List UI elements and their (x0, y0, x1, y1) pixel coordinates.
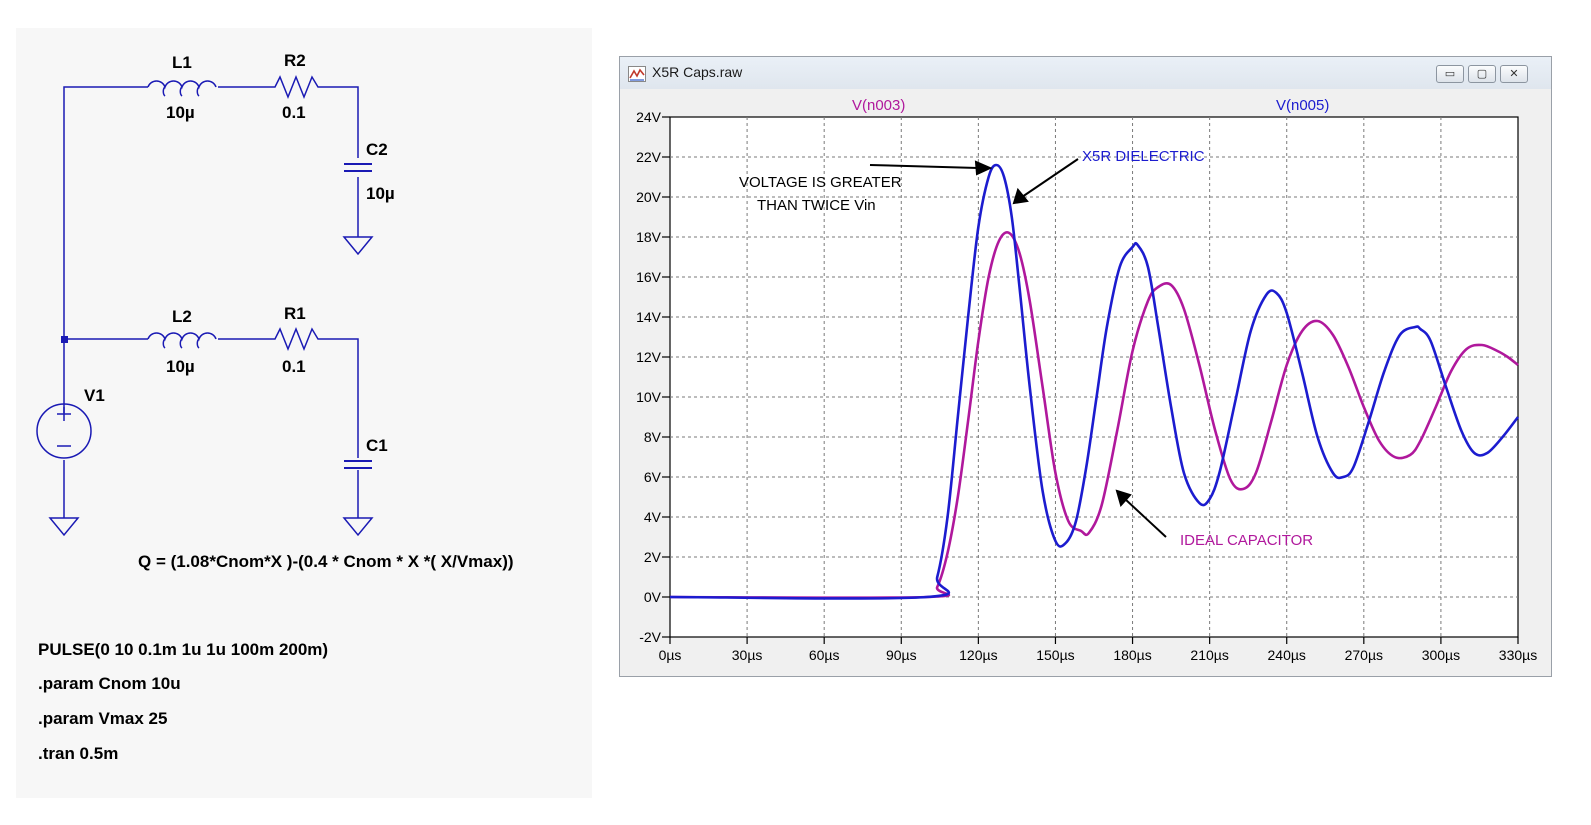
inductor-l1-symbol[interactable] (147, 80, 217, 97)
schematic-canvas: L1 10µ R2 0.1 C2 10µ L2 10µ R1 0.1 C1 V1… (36, 51, 514, 571)
r2-value-label: 0.1 (282, 103, 306, 122)
schematic-panel: L1 10µ R2 0.1 C2 10µ L2 10µ R1 0.1 C1 V1… (16, 28, 592, 798)
netlist-tran-directive: .tran 0.5m (38, 744, 119, 763)
r2-name-label: R2 (284, 51, 306, 70)
series-line-vn005[interactable] (669, 163, 1520, 600)
x-tick-label: 120µs (959, 647, 997, 663)
netlist-pulse-directive: PULSE(0 10 0.1m 1u 1u 100m 200m) (38, 640, 329, 659)
plot-frame (669, 116, 1519, 638)
y-tick-label: 16V (636, 269, 662, 285)
l2-name-label: L2 (172, 307, 192, 326)
ground-icon (342, 517, 374, 537)
ground-icon (342, 236, 374, 256)
y-tick-label: 18V (636, 229, 662, 245)
x-tick-label: 60µs (809, 647, 840, 663)
y-axis: -2V 0V 2V 4V 6V 8V 10V 12V 14V 16V 18V 20V 22V 24V (636, 109, 670, 645)
c1-name-label: C1 (366, 436, 388, 455)
y-tick-label: 4V (644, 509, 662, 525)
x-tick-label: 240µs (1268, 647, 1306, 663)
x-tick-label: 90µs (886, 647, 917, 663)
r1-value-label: 0.1 (282, 357, 306, 376)
r1-name-label: R1 (284, 304, 306, 323)
wires (63, 86, 359, 518)
x-axis: 0µs 30µs 60µs 90µs 120µs 150µs 180µs 210µs 240µs… (659, 637, 1537, 663)
resistor-r2-symbol[interactable] (271, 74, 322, 100)
resistor-r1-symbol[interactable] (271, 326, 322, 352)
l1-value-label: 10µ (166, 103, 195, 122)
trace-label-vn003[interactable]: V(n003) (852, 97, 905, 114)
y-tick-label: 2V (644, 549, 662, 565)
x-tick-label: 180µs (1113, 647, 1151, 663)
capacitance-formula: Q = (1.08*Cnom*X )-(0.4 * Cnom * X *( X/… (138, 552, 514, 571)
series-layer (669, 163, 1520, 600)
c2-name-label: C2 (366, 140, 388, 159)
waveform-window[interactable]: X5R Caps.raw ▭ ▢ ✕ -2V 0V 2V 4V 6V 8V 10V 12V 14… (619, 56, 1552, 677)
annotation-twice-vin: THAN TWICE Vin (757, 197, 876, 214)
waveform-icon (628, 66, 646, 82)
x-tick-label: 30µs (732, 647, 763, 663)
annotation-voltage-greater: VOLTAGE IS GREATER (739, 174, 902, 191)
trace-label-vn005[interactable]: V(n005) (1276, 97, 1329, 114)
y-tick-label: 0V (644, 589, 662, 605)
netlist-param-cnom: .param Cnom 10u (38, 674, 181, 693)
y-tick-label: 12V (636, 349, 662, 365)
y-tick-label: 10V (636, 389, 662, 405)
y-tick-label: 22V (636, 149, 662, 165)
l1-name-label: L1 (172, 53, 192, 72)
junction-dot (61, 336, 68, 343)
x-tick-label: 300µs (1422, 647, 1460, 663)
minimize-button[interactable]: ▭ (1436, 65, 1464, 83)
y-tick-label: -2V (639, 629, 661, 645)
x-tick-label: 150µs (1036, 647, 1074, 663)
x-tick-label: 270µs (1345, 647, 1383, 663)
y-tick-label: 6V (644, 469, 662, 485)
series-line-vn003[interactable] (669, 231, 1519, 600)
annotation-x5r-dielectric: X5R DIELECTRIC (1082, 148, 1205, 165)
inductor-l2-symbol[interactable] (147, 332, 217, 349)
waveform-plot[interactable]: -2V 0V 2V 4V 6V 8V 10V 12V 14V 16V 18V 20V 22V 24V 0µ… (620, 89, 1551, 676)
l2-value-label: 10µ (166, 357, 195, 376)
x-tick-label: 210µs (1190, 647, 1228, 663)
x-tick-label: 330µs (1499, 647, 1537, 663)
capacitor-c2-symbol[interactable] (344, 163, 372, 172)
close-button[interactable]: ✕ (1500, 65, 1528, 83)
annotation-arrows (869, 158, 1167, 538)
y-tick-label: 14V (636, 309, 662, 325)
title-bar[interactable]: X5R Caps.raw ▭ ▢ ✕ (620, 57, 1551, 89)
y-tick-label: 8V (644, 429, 662, 445)
v1-name-label: V1 (84, 386, 105, 405)
c2-value-label: 10µ (366, 184, 395, 203)
ground-icon (48, 517, 80, 537)
y-tick-label: 24V (636, 109, 662, 125)
x-tick-label: 0µs (659, 647, 682, 663)
voltage-source-v1-symbol[interactable] (36, 403, 92, 459)
netlist-param-vmax: .param Vmax 25 (38, 709, 168, 728)
plot-grid (670, 117, 1518, 637)
annotation-ideal-capacitor: IDEAL CAPACITOR (1180, 532, 1313, 549)
capacitor-c1-symbol[interactable] (344, 460, 372, 469)
y-tick-label: 20V (636, 189, 662, 205)
window-title: X5R Caps.raw (652, 64, 743, 80)
maximize-button[interactable]: ▢ (1468, 65, 1496, 83)
